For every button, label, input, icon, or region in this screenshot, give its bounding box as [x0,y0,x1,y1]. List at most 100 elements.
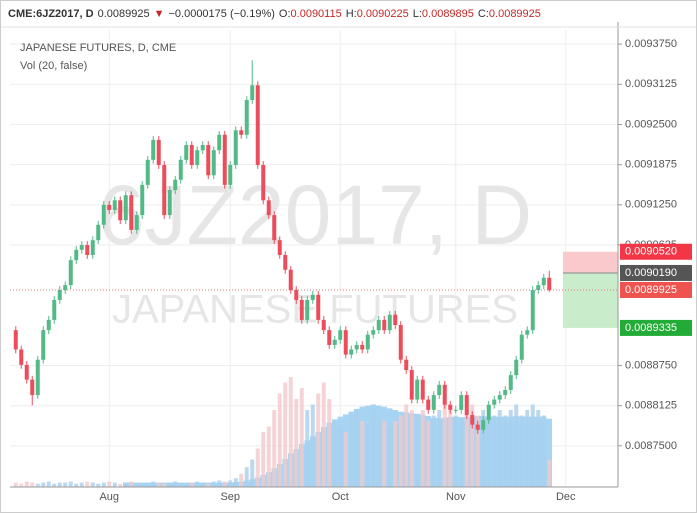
candle-body [145,159,150,185]
candle-body [266,200,271,216]
y-tick-label: 0.0091875 [625,159,677,171]
symbol: CME:6JZ2017, D [8,8,94,20]
candle-body [57,289,62,300]
candle-body [338,330,343,340]
volume-bar [288,377,293,487]
candle-body [162,164,167,216]
volume-bar [316,393,321,487]
candle-body [233,130,238,165]
volume-bar [250,459,255,487]
volume-bar [46,481,51,487]
candle-body [508,375,513,390]
candle-body [272,215,277,241]
volume-bar [162,483,167,487]
volume-bar [349,415,354,487]
y-tick-label: 0.0092500 [625,118,677,130]
ohlc-label: O: [278,8,291,20]
candle-body [409,370,414,400]
ohlc-value: 0.0089925 [488,8,541,20]
volume-bar [541,415,546,487]
candle-body [68,260,73,286]
volume-bar [343,432,348,487]
volume-bar [140,483,145,487]
volume-bar [514,404,519,487]
candle-body [24,364,29,380]
target-zone [563,272,618,328]
candle-body [96,224,101,241]
volume-bar [255,448,260,487]
volume-bar [437,410,442,487]
price-label: 0.0089925 [625,284,677,296]
volume-bar [459,421,464,487]
candle-body [107,204,112,210]
down-arrow: ▼ [153,8,165,20]
volume-bar [519,415,524,487]
volume-bar [332,421,337,487]
candle-body [178,159,183,180]
y-tick-label: 0.0093750 [625,38,677,50]
candle-body [354,344,359,350]
volume-bar [305,410,310,487]
volume-bar [57,482,62,487]
candle-body [415,379,420,400]
volume-bar [310,404,315,487]
ohlc-value: 0.0090225 [356,8,409,20]
ohlc-c: C:0.0089925 [478,8,541,20]
price-label-box [620,281,692,298]
volume-bar [398,415,403,487]
candle-body [140,184,145,216]
candle-body [129,195,134,230]
volume-bar [393,421,398,487]
candle-body [442,384,447,405]
volume-bar [13,482,18,487]
volume-bar [321,382,326,487]
candle-body [189,145,194,165]
candle-body [200,145,205,151]
price-label: 0.0089335 [625,322,677,334]
volume-bar [299,388,304,487]
volume-bar [470,404,475,487]
volume-bar [272,410,277,487]
volume-bar [30,482,35,487]
volume-bar [123,482,128,487]
volume-bar [96,483,101,487]
y-tick-label: 0.0091250 [625,199,677,211]
candle-body [343,330,348,355]
candle-body [525,330,530,335]
volume-bar [239,473,244,487]
candle-body [382,319,387,331]
volume-bar [547,459,552,487]
candle-body [244,100,249,135]
candle-body [437,384,442,396]
watermark: 6JZ2017, D [98,168,532,262]
last-price: 0.0089925 [97,8,150,20]
volume-bar [63,482,68,487]
header: CME:6JZ2017, D 0.0089925 ▼ −0.0000175 (−… [8,8,541,20]
candle-body [536,285,541,290]
volume-bar [464,410,469,487]
candle-body [310,294,315,300]
candle-body [41,330,46,360]
candle-body [283,254,288,270]
volume-bar [52,483,57,487]
candle-body [448,404,453,410]
candle-body [365,334,370,350]
ohlc-label: L: [412,8,422,20]
volume-bar [90,482,95,487]
x-tick-label: Sep [220,491,240,503]
volume-bar [217,480,222,487]
volume-bar [74,483,79,487]
volume-bar [19,483,24,487]
volume-bar [420,410,425,487]
volume-bar [376,415,381,487]
volume-bar [354,410,359,487]
candle-body [420,379,425,400]
candle-body [519,334,524,360]
volume-bar [35,483,40,487]
volume-layer [13,377,552,487]
candle-body [294,289,299,300]
candle-body [481,420,486,430]
candle-body [431,395,436,410]
volume-bar [24,481,29,487]
candle-body [464,395,469,416]
